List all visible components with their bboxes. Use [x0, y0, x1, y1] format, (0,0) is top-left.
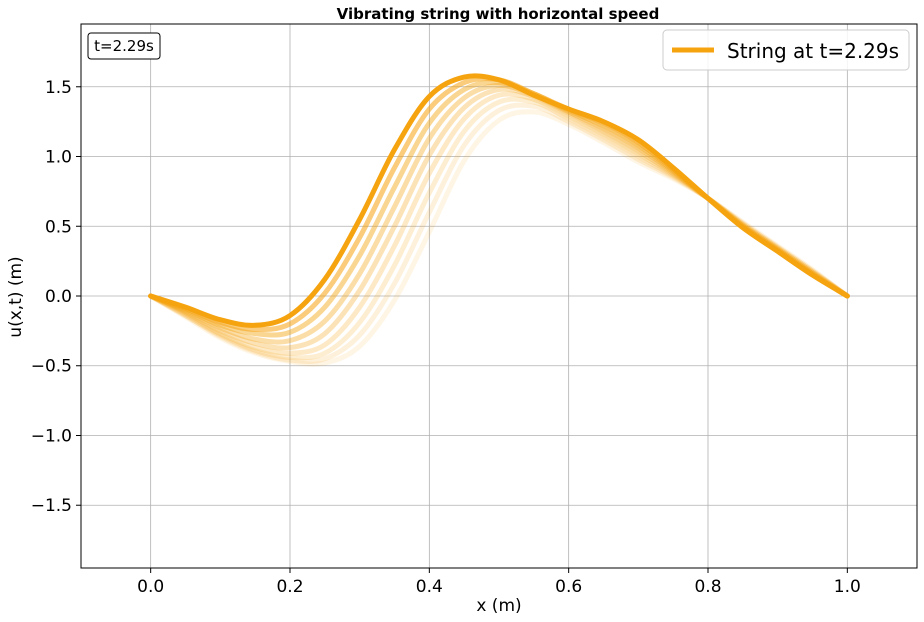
y-tick-label: −1.0 — [31, 426, 72, 446]
x-axis-ticks: 0.0 0.2 0.4 0.6 0.8 1.0 — [137, 568, 861, 597]
legend: String at t=2.29s — [662, 29, 910, 71]
chart-title: Vibrating string with horizontal speed — [337, 5, 660, 23]
legend-label: String at t=2.29s — [727, 39, 899, 63]
time-annotation: t=2.29s — [94, 37, 154, 55]
y-tick-label: 0.5 — [45, 217, 72, 237]
x-tick-label: 0.6 — [555, 577, 582, 597]
grid — [81, 24, 917, 568]
y-axis-label: u(x,t) (m) — [6, 256, 26, 337]
x-tick-label: 0.8 — [694, 577, 721, 597]
time-annotation-box: t=2.29s — [87, 32, 161, 60]
series-lines — [148, 73, 850, 328]
x-tick-label: 0.4 — [416, 577, 443, 597]
y-tick-label: 0.0 — [45, 287, 72, 307]
x-tick-label: 1.0 — [834, 577, 861, 597]
legend-box — [662, 29, 910, 71]
x-axis-label: x (m) — [476, 596, 521, 616]
y-tick-label: −1.5 — [31, 496, 72, 516]
x-tick-label: 0.2 — [276, 577, 303, 597]
x-tick-label: 0.0 — [137, 577, 164, 597]
y-axis-ticks: −1.5 −1.0 −0.5 0.0 0.5 1.0 1.5 — [31, 78, 81, 516]
y-tick-label: 1.5 — [45, 78, 72, 98]
string-line — [148, 73, 850, 328]
y-tick-label: 1.0 — [45, 148, 72, 168]
y-tick-label: −0.5 — [31, 357, 72, 377]
trail-line — [148, 109, 850, 367]
